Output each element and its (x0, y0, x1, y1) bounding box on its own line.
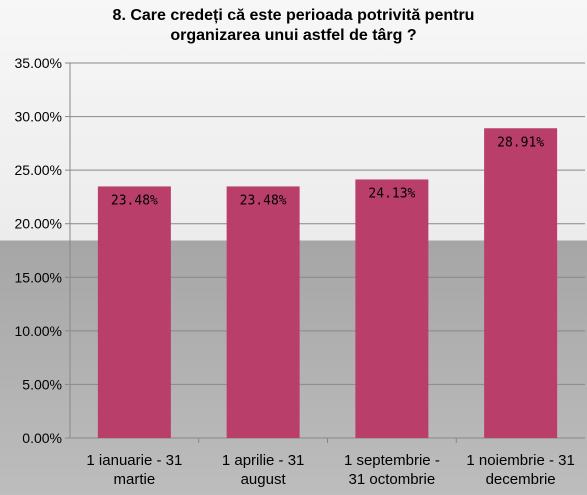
data-label: 23.48% (111, 193, 158, 208)
x-tick-label: 1 septembrie - (344, 452, 440, 469)
y-tick-label: 0.00% (22, 430, 62, 446)
x-tick-label: 1 noiembrie - 31 (466, 452, 574, 469)
y-tick-label: 20.00% (15, 216, 62, 232)
data-label: 23.48% (240, 193, 287, 208)
y-tick-label: 15.00% (15, 269, 62, 285)
x-tick-label: decembrie (486, 471, 556, 488)
y-tick-label: 35.00% (15, 55, 62, 71)
y-tick-label: 30.00% (15, 109, 62, 125)
x-tick-label: martie (114, 471, 156, 488)
x-tick-label: 31 octombrie (349, 471, 436, 488)
chart-title: 8. Care credeți că este perioada potrivi… (0, 6, 587, 46)
y-tick-label: 10.00% (15, 323, 62, 339)
data-label: 24.13% (368, 186, 415, 201)
bar (226, 186, 300, 438)
chart-title-line-2: organizarea unui astfel de târg ? (170, 27, 417, 44)
data-label: 28.91% (497, 135, 544, 150)
bar (97, 186, 171, 438)
chart-title-line-1: 8. Care credeți că este perioada potrivi… (112, 7, 475, 24)
bar (355, 179, 429, 438)
y-tick-label: 5.00% (22, 376, 62, 392)
x-tick-label: 1 aprilie - 31 (222, 452, 305, 469)
y-tick-label: 25.00% (15, 162, 62, 178)
x-tick-label: august (241, 471, 287, 488)
bar (484, 128, 558, 438)
x-tick-label: 1 ianuarie - 31 (86, 452, 182, 469)
